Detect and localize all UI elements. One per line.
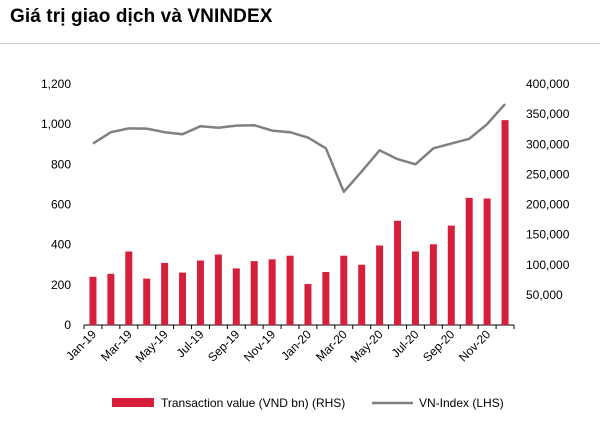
x-tick-label: Sep-20: [420, 327, 457, 364]
transaction-bar: [125, 251, 133, 325]
transaction-bar: [358, 264, 366, 325]
transaction-bar: [196, 260, 204, 325]
y-right-tick-label: 150,000: [526, 228, 570, 242]
transaction-bar: [143, 278, 151, 325]
x-tick-label: Sep-19: [205, 327, 242, 364]
y-left-tick-label: 0: [64, 318, 71, 332]
transaction-bar: [501, 120, 509, 326]
transaction-bar: [107, 273, 115, 325]
vnindex-line: [92, 103, 506, 194]
legend-line-label: VN-Index (LHS): [419, 396, 504, 410]
transaction-bar: [161, 262, 169, 325]
y-left-tick-label: 400: [51, 238, 71, 252]
y-left-tick-label: 200: [51, 278, 71, 292]
transaction-bar: [214, 254, 222, 325]
y-left-tick-label: 1,000: [41, 117, 71, 131]
transaction-bar: [89, 276, 97, 325]
y-right-tick-label: 400,000: [526, 77, 570, 91]
transaction-bar: [411, 251, 419, 325]
transaction-bar: [286, 255, 294, 325]
transaction-bar: [250, 261, 258, 325]
transaction-bar: [179, 272, 187, 325]
legend-bar-label: Transaction value (VND bn) (RHS): [161, 396, 345, 410]
y-right-tick-label: 300,000: [526, 137, 570, 151]
chart-title: Giá trị giao dịch và VNINDEX: [10, 6, 273, 27]
transaction-bar: [465, 197, 473, 325]
transaction-bar: [429, 244, 437, 325]
x-tick-label: Jan-20: [278, 327, 314, 363]
x-tick-label: May-20: [348, 327, 386, 365]
x-tick-label: Jul-19: [174, 327, 207, 360]
legend-bar-swatch: [112, 398, 154, 407]
x-tick-label: Mar-20: [313, 327, 350, 364]
transaction-bar: [268, 259, 276, 325]
transaction-bar: [232, 268, 240, 325]
x-tick-label: May-19: [133, 327, 171, 365]
x-tick-label: Mar-19: [98, 327, 135, 364]
transaction-bar: [483, 198, 491, 325]
x-tick-label: Nov-19: [241, 327, 278, 364]
title-divider: [0, 43, 600, 44]
transaction-bar: [447, 225, 455, 325]
y-right-tick-label: 100,000: [526, 258, 570, 272]
y-left-tick-label: 1,200: [41, 77, 71, 91]
transaction-bar: [394, 220, 402, 325]
transaction-bar: [376, 245, 384, 325]
transaction-bar: [322, 271, 330, 325]
transaction-bar: [340, 255, 348, 325]
y-left-tick-label: 800: [51, 157, 71, 171]
x-tick-label: Jan-19: [63, 327, 99, 363]
x-tick-label: Jul-20: [389, 327, 422, 360]
y-right-tick-label: 250,000: [526, 167, 570, 181]
y-left-tick-label: 600: [51, 198, 71, 212]
transaction-bar: [304, 284, 312, 325]
y-right-tick-label: 350,000: [526, 107, 570, 121]
y-right-tick-label: 50,000: [526, 288, 563, 302]
y-right-tick-label: 200,000: [526, 198, 570, 212]
x-tick-label: Nov-20: [456, 327, 493, 364]
